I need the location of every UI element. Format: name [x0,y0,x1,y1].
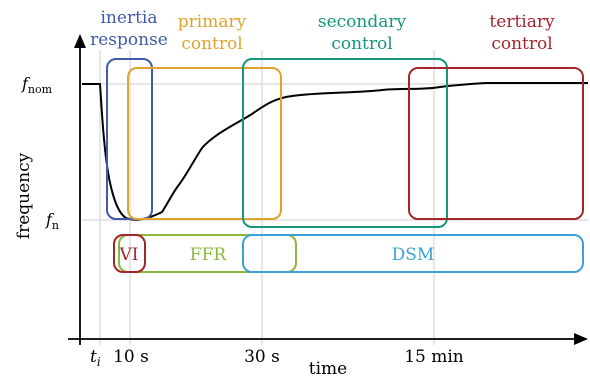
tick-10s: 10 s [113,347,149,367]
ffr-box [118,234,297,273]
tertiary-label-line2: control [491,34,552,54]
secondary-control-box [242,58,448,228]
axes [68,34,588,345]
tick-30s: 30 s [244,347,280,367]
f-nom-label: fnom [21,74,53,96]
y-axis-title: frequency [14,152,34,239]
f-n-label: fn [45,210,59,232]
primary-label-line1: primary [178,12,247,32]
inertia-label-line1: inertia [101,8,158,28]
x-axis-arrow [574,333,588,345]
tick-t-i-subscript: i [97,355,101,369]
tertiary-control-box [408,67,584,220]
inertia-label-line2: response [90,30,168,50]
tick-t-i: ti [90,347,101,369]
vi-label: VI [119,245,139,265]
frequency-curve [82,82,588,221]
secondary-label-line1: secondary [318,12,407,32]
y-axis-arrow [74,34,86,48]
dsm-box [242,234,584,273]
grid-lines [82,50,588,345]
tertiary-label-line1: tertiary [489,12,555,32]
dsm-label: DSM [392,245,435,265]
inertia-response-box [106,58,153,220]
primary-label-line2: control [181,34,242,54]
vi-box [113,234,146,273]
tick-15min: 15 min [404,347,464,367]
primary-control-box [127,67,282,220]
secondary-label-line2: control [331,34,392,54]
x-axis-title: time [309,359,347,379]
ffr-label: FFR [190,245,228,265]
f-nom-subscript: nom [28,83,53,96]
f-n-subscript: n [52,219,59,232]
